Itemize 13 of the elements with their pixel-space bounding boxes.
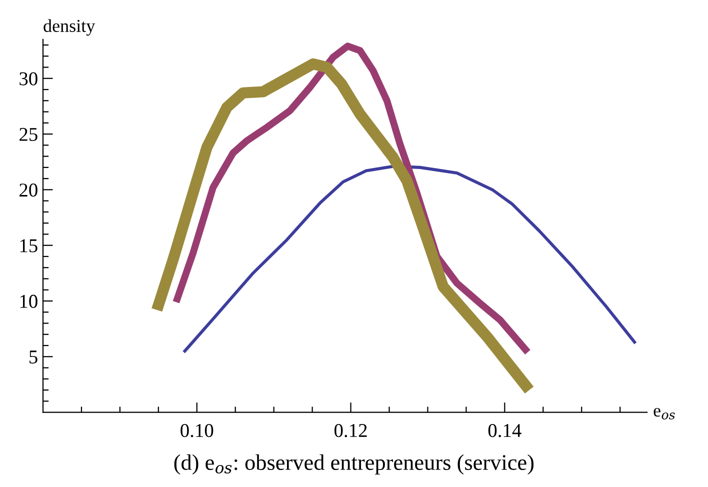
y-tick-label: 5	[30, 350, 38, 364]
x-axis-title: e$_{os}$	[654, 408, 675, 420]
y-axis-title: density	[44, 19, 96, 36]
x-tick-label: 0.14	[488, 424, 522, 438]
y-tick-label: 25	[20, 128, 38, 141]
y-tick-label: 10	[20, 294, 38, 308]
y-tick-label: 20	[20, 184, 38, 197]
text: (d) e$_{os}$: observed entrepreneurs (service)	[174, 454, 534, 475]
y-tick-label: 15	[20, 239, 38, 252]
y-tick-label: 30	[20, 72, 38, 86]
x-tick-label: 0.12	[334, 424, 367, 438]
line-series	[182, 164, 637, 354]
x-tick-label: 0.10	[180, 424, 214, 438]
